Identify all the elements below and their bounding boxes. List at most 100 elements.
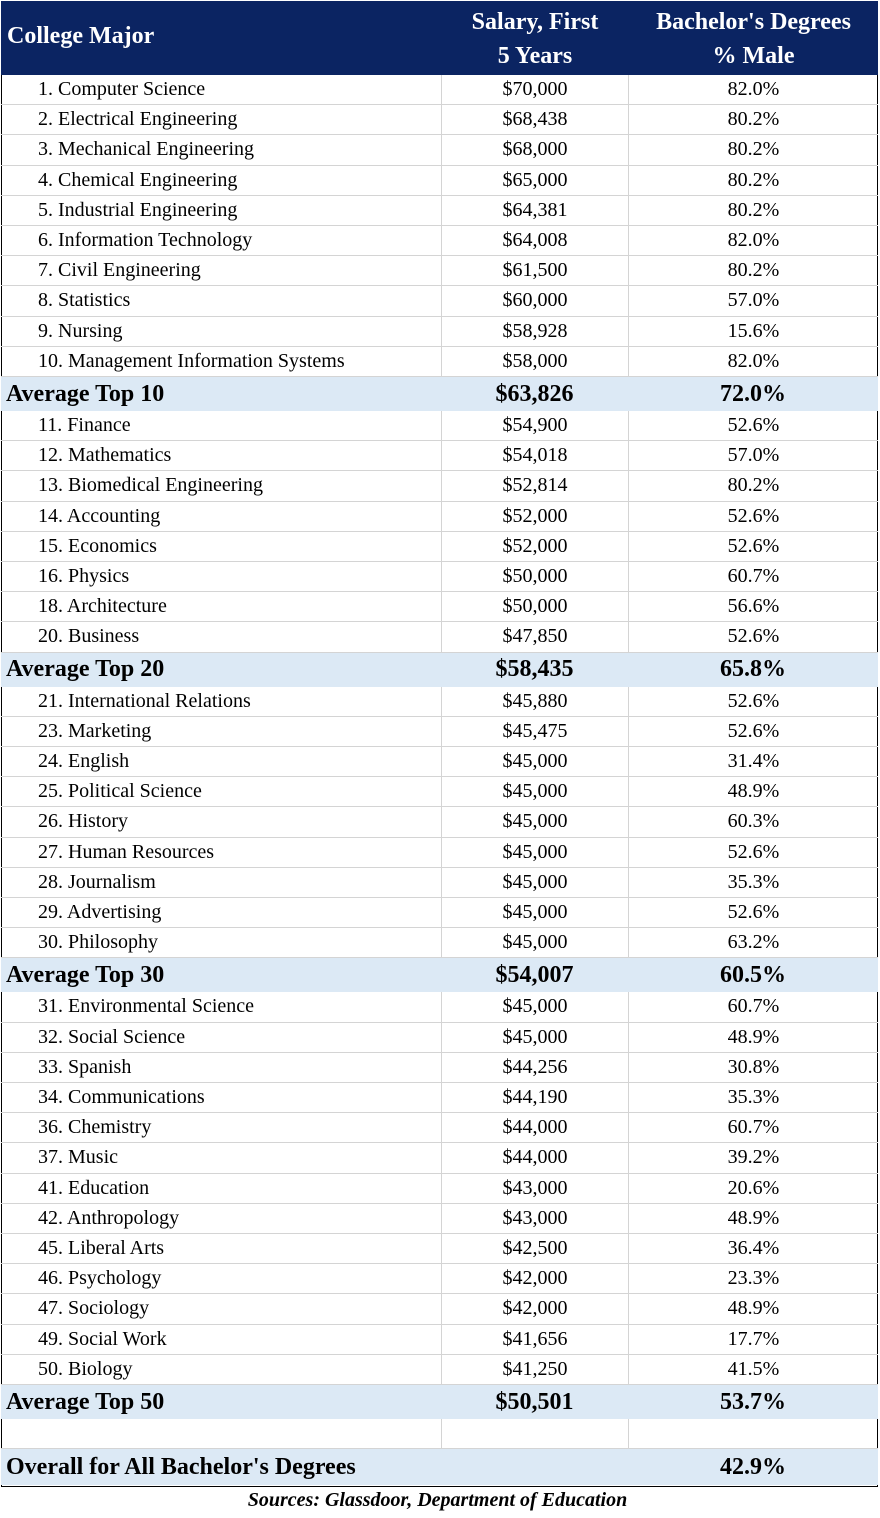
salary-value: $44,000 <box>441 1143 628 1173</box>
table-row: 28. Journalism $45,000 35.3% <box>1 867 878 898</box>
major-name: 18. Architecture <box>38 595 167 618</box>
salary-value: $52,000 <box>441 501 628 531</box>
major-name: 8. Statistics <box>38 289 131 312</box>
overall-label: Overall for All Bachelor's Degrees <box>6 1453 356 1480</box>
table-row: 34. Communications $44,190 35.3% <box>1 1083 878 1114</box>
table-row: 21. International Relations $45,880 52.6% <box>1 686 878 717</box>
table-row: 37. Music $44,000 39.2% <box>1 1143 878 1174</box>
salary-value: $61,500 <box>441 256 628 286</box>
header-male-line1: Bachelor's Degrees <box>656 9 851 35</box>
major-name: 26. History <box>38 810 128 833</box>
table-row: 16. Physics $50,000 60.7% <box>1 562 878 593</box>
male-percent: 60.7% <box>628 562 878 592</box>
table-row: 18. Architecture $50,000 56.6% <box>1 592 878 623</box>
major-name: 49. Social Work <box>38 1327 167 1350</box>
header-salary-line1: Salary, First <box>471 9 599 35</box>
major-name: 14. Accounting <box>38 504 161 527</box>
table-row: 31. Environmental Science $45,000 60.7% <box>1 992 878 1023</box>
table-row: 4. Chemical Engineering $65,000 80.2% <box>1 165 878 196</box>
salary-value: $68,000 <box>441 135 628 165</box>
salary-value: $70,000 <box>441 75 628 105</box>
major-name: 21. International Relations <box>38 689 251 712</box>
salary-value: $43,000 <box>441 1203 628 1233</box>
male-percent: 63.2% <box>628 928 878 958</box>
major-name: 5. Industrial Engineering <box>38 198 238 221</box>
male-percent: 82.0% <box>628 226 878 256</box>
table-row: 2. Electrical Engineering $68,438 80.2% <box>1 105 878 136</box>
major-name: 30. Philosophy <box>38 931 159 954</box>
male-percent: 17.7% <box>628 1324 878 1354</box>
salary-value: $52,000 <box>441 531 628 561</box>
table-row: 42. Anthropology $43,000 48.9% <box>1 1203 878 1234</box>
salary-value: $44,000 <box>441 1113 628 1143</box>
table-row: 46. Psychology $42,000 23.3% <box>1 1264 878 1295</box>
salary-value: $45,000 <box>441 807 628 837</box>
average-row: Average Top 50 $50,501 53.7% <box>1 1385 878 1419</box>
overall-male-percent: 42.9% <box>720 1453 786 1480</box>
major-name: 15. Economics <box>38 534 157 557</box>
table-row: 6. Information Technology $64,008 82.0% <box>1 226 878 257</box>
major-name: 37. Music <box>38 1146 118 1169</box>
table-row: 10. Management Information Systems $58,00… <box>1 346 878 377</box>
major-name: 47. Sociology <box>38 1297 150 1320</box>
salary-value: $45,000 <box>441 898 628 928</box>
major-name: 2. Electrical Engineering <box>38 108 238 131</box>
average-male-percent: 60.5% <box>720 961 786 988</box>
salary-value: $54,018 <box>441 441 628 471</box>
male-percent: 80.2% <box>628 471 878 501</box>
table-row: 30. Philosophy $45,000 63.2% <box>1 928 878 959</box>
header-college-major: College Major <box>7 23 155 49</box>
salary-value: $58,928 <box>441 316 628 346</box>
salary-value: $47,850 <box>441 622 628 652</box>
major-name: 46. Psychology <box>38 1267 162 1290</box>
male-percent: 80.2% <box>628 195 878 225</box>
salary-value: $45,880 <box>441 686 628 716</box>
major-name: 27. Human Resources <box>38 840 215 863</box>
male-percent: 48.9% <box>628 1203 878 1233</box>
table-row: 5. Industrial Engineering $64,381 80.2% <box>1 195 878 226</box>
male-percent: 80.2% <box>628 165 878 195</box>
salary-value: $45,000 <box>441 747 628 777</box>
major-name: 32. Social Science <box>38 1025 186 1048</box>
male-percent: 48.9% <box>628 777 878 807</box>
salary-value: $50,000 <box>441 562 628 592</box>
table-row: 32. Social Science $45,000 48.9% <box>1 1022 878 1053</box>
table-row: 9. Nursing $58,928 15.6% <box>1 316 878 347</box>
table-row: 8. Statistics $60,000 57.0% <box>1 286 878 317</box>
salary-value: $64,008 <box>441 226 628 256</box>
table-row: 24. English $45,000 31.4% <box>1 747 878 778</box>
average-label: Average Top 30 <box>6 961 165 988</box>
major-name: 33. Spanish <box>38 1055 132 1078</box>
average-row: Average Top 10 $63,826 72.0% <box>1 377 878 411</box>
male-percent: 52.6% <box>628 686 878 716</box>
salary-value: $44,190 <box>441 1083 628 1113</box>
average-salary: $54,007 <box>495 961 574 988</box>
male-percent: 48.9% <box>628 1294 878 1324</box>
major-name: 3. Mechanical Engineering <box>38 138 255 161</box>
average-salary: $58,435 <box>495 656 574 683</box>
blank-cell <box>1 1419 441 1448</box>
average-label: Average Top 20 <box>6 656 165 683</box>
major-name: 42. Anthropology <box>38 1206 180 1229</box>
table-row: 49. Social Work $41,656 17.7% <box>1 1324 878 1355</box>
table-row: 7. Civil Engineering $61,500 80.2% <box>1 256 878 287</box>
major-name: 36. Chemistry <box>38 1116 152 1139</box>
salary-value: $45,000 <box>441 992 628 1022</box>
major-name: 13. Biomedical Engineering <box>38 474 263 497</box>
overall-row: Overall for All Bachelor's Degrees 42.9% <box>1 1449 878 1485</box>
major-name: 9. Nursing <box>38 319 123 342</box>
overall-salary-empty <box>441 1449 628 1485</box>
average-salary: $63,826 <box>495 380 574 407</box>
table-row: 15. Economics $52,000 52.6% <box>1 531 878 562</box>
table-row: 36. Chemistry $44,000 60.7% <box>1 1113 878 1144</box>
major-name: 11. Finance <box>38 414 131 437</box>
table-row: 50. Biology $41,250 41.5% <box>1 1354 878 1385</box>
blank-cell <box>628 1419 878 1448</box>
table-row: 14. Accounting $52,000 52.6% <box>1 501 878 532</box>
salary-value: $45,000 <box>441 777 628 807</box>
table-row: 25. Political Science $45,000 48.9% <box>1 777 878 808</box>
header-salary-line2: 5 Years <box>497 43 573 69</box>
major-name: 20. Business <box>38 625 140 648</box>
table-row: 45. Liberal Arts $42,500 36.4% <box>1 1234 878 1265</box>
table-row: 23. Marketing $45,475 52.6% <box>1 716 878 747</box>
